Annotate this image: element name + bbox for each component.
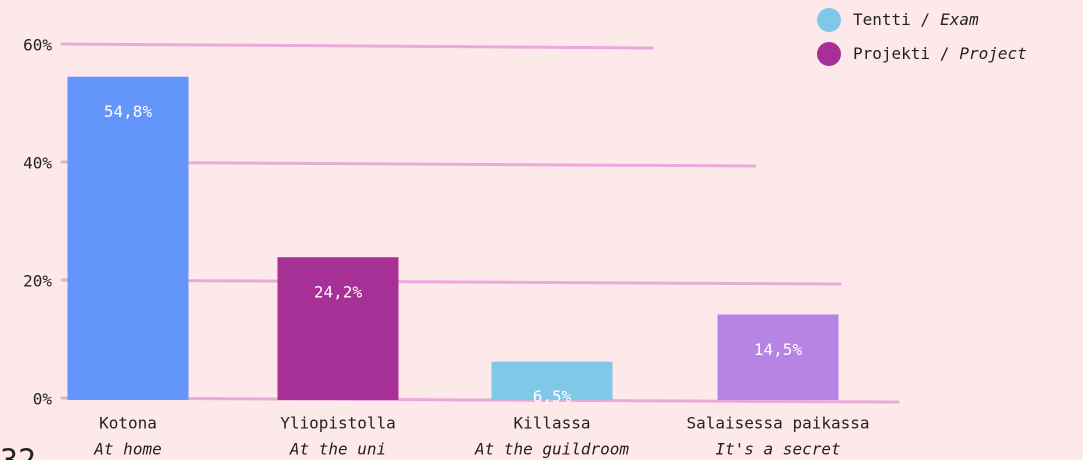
bar: [67, 76, 189, 401]
x-tick-label-en: It's a secret: [715, 440, 840, 459]
x-tick-label: Yliopistolla: [280, 414, 396, 433]
legend-name: Projekti /: [853, 44, 949, 63]
y-tick-label: 40%: [23, 154, 52, 173]
x-tick-label: Killassa: [513, 414, 590, 433]
x-tick-label: Kotona: [99, 414, 157, 433]
legend-label: Projekti / Project: [853, 44, 1027, 63]
bar: [277, 257, 399, 400]
x-tick-label-en: At the guildroom: [474, 440, 629, 459]
value-label: 6,5%: [533, 387, 572, 406]
y-tick-label: 20%: [23, 272, 52, 291]
value-label: 24,2%: [314, 283, 363, 302]
x-tick-label: Salaisessa paikassa: [686, 414, 869, 433]
legend-name: Tentti /: [853, 10, 930, 29]
bar: [717, 314, 839, 400]
x-tick-label-en: At the uni: [289, 440, 386, 459]
legend-swatch: [817, 8, 841, 32]
x-tick-label-en: At home: [93, 440, 161, 459]
grid-line: [60, 42, 654, 50]
value-label: 54,8%: [104, 102, 153, 121]
legend-name-en: Project: [959, 44, 1026, 63]
grid-line: [60, 396, 900, 404]
y-tick-label: 60%: [23, 36, 52, 55]
legend-label: Tentti / Exam: [853, 10, 979, 29]
bar: [491, 361, 613, 400]
legend-swatch: [817, 42, 841, 66]
y-tick-label: 0%: [33, 390, 53, 409]
page-number: 32: [0, 444, 36, 460]
legend-name-en: Exam: [940, 10, 979, 29]
grid-line: [60, 278, 842, 286]
value-label: 14,5%: [754, 340, 803, 359]
